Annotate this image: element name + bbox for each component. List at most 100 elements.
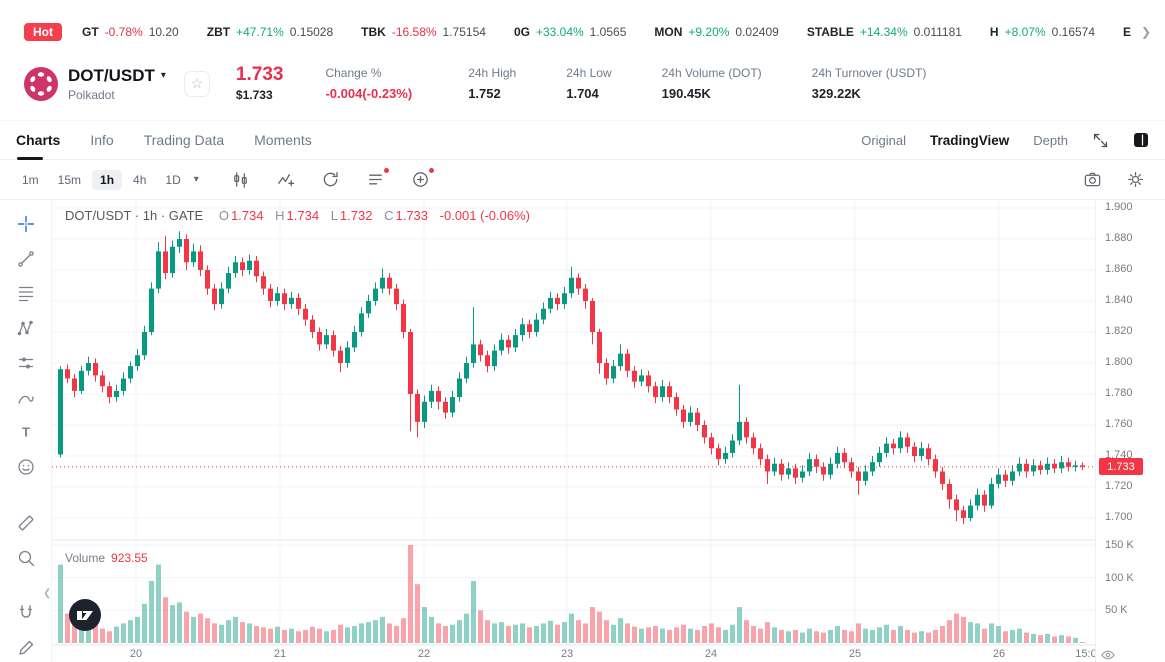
fib-retracement-tool-icon[interactable] bbox=[12, 280, 40, 308]
price-axis-label: 1.840 bbox=[1105, 294, 1133, 306]
pair-name: DOT/USDT bbox=[68, 65, 155, 85]
ticker-item-ZBT[interactable]: ZBT +47.71% 0.15028 bbox=[206, 24, 334, 39]
legend-close-label: C bbox=[384, 208, 394, 223]
interval-dropdown-caret-icon[interactable]: ▾ bbox=[193, 174, 199, 185]
ticker-list: GT -0.78% 10.20 ZBT +47.71% 0.15028 TBK -16.58%… bbox=[82, 25, 1131, 39]
ticker-item-ENSO[interactable]: ENSO+14.77%0.7909 bbox=[1123, 24, 1131, 39]
legend-high-value: 1.734 bbox=[286, 208, 320, 223]
svg-text:T: T bbox=[22, 425, 30, 440]
header-stat-0: 24h High 1.752 bbox=[468, 66, 517, 101]
price-axis-label: 1.860 bbox=[1105, 263, 1133, 275]
ruler-tool-icon[interactable] bbox=[12, 509, 40, 537]
tab-trading-data[interactable]: Trading Data bbox=[143, 132, 225, 148]
fullscreen-expand-icon[interactable] bbox=[1092, 132, 1109, 149]
chart-canvas[interactable]: 20 21 22 23 24 25 26 15:0 bbox=[52, 200, 1095, 662]
ticker-item-0G[interactable]: 0G +33.04% 1.0565 bbox=[513, 24, 627, 39]
usd-price: $1.733 bbox=[235, 88, 273, 103]
horizontal-levels-tool-icon[interactable] bbox=[12, 349, 40, 377]
legend-change-value: -0.001 (-0.06%) bbox=[439, 208, 530, 223]
xabcd-pattern-tool-icon[interactable] bbox=[12, 314, 40, 342]
legend-close-value: 1.733 bbox=[395, 208, 429, 223]
favorite-button[interactable]: ☆ bbox=[183, 70, 210, 97]
time-axis-label: 15:0 bbox=[1075, 648, 1095, 660]
price-axis-label: 1.780 bbox=[1105, 387, 1133, 399]
tab-moments[interactable]: Moments bbox=[254, 132, 312, 148]
chevron-down-icon: ▾ bbox=[160, 70, 166, 81]
price-axis-label: 1.740 bbox=[1105, 449, 1133, 461]
layout-grid-icon[interactable] bbox=[1133, 132, 1149, 148]
templates-icon[interactable] bbox=[366, 168, 389, 189]
toolbar-right-group bbox=[1083, 170, 1151, 189]
star-icon: ☆ bbox=[190, 75, 204, 91]
settings-gear-icon[interactable] bbox=[1126, 170, 1145, 189]
hot-badge[interactable]: Hot bbox=[24, 22, 62, 41]
interval-1h[interactable]: 1h bbox=[92, 169, 123, 190]
time-axis-label: 26 bbox=[993, 648, 1005, 660]
legend-title: DOT/USDT · 1h · GATE bbox=[65, 208, 204, 223]
header-stats: 24h High 1.752 24h Low 1.704 24h Volume (DOT… bbox=[468, 66, 926, 101]
tabs-row: Charts Info Trading Data Moments Origina… bbox=[0, 120, 1165, 160]
view-original[interactable]: Original bbox=[861, 132, 907, 148]
price-axis[interactable]: 1.733 1.900 1.880 1.860 1.840 1.820 1.800 1.78… bbox=[1095, 200, 1165, 662]
tab-info[interactable]: Info bbox=[90, 132, 114, 148]
volume-label: Volume bbox=[65, 551, 106, 565]
pair-header: DOT/USDT ▾ Polkadot ☆ 1.733 $1.733 Chang… bbox=[0, 47, 1165, 120]
brush-curve-tool-icon[interactable] bbox=[12, 384, 40, 412]
tradingview-watermark-icon[interactable] bbox=[68, 598, 102, 632]
view-tradingview[interactable]: TradingView bbox=[930, 132, 1010, 148]
price-axis-label: 1.720 bbox=[1105, 480, 1133, 492]
header-stat-2: 24h Volume (DOT) 190.45K bbox=[661, 66, 762, 101]
price-axis-label: 1.880 bbox=[1105, 232, 1133, 244]
volume-axis-label: 150 K bbox=[1105, 539, 1134, 551]
ticker-item-H[interactable]: H +8.07% 0.16574 bbox=[989, 24, 1096, 39]
volume-axis-label: 50 K bbox=[1105, 604, 1128, 617]
interval-4h[interactable]: 4h bbox=[133, 172, 147, 187]
magnet-tool-icon[interactable] bbox=[12, 600, 40, 628]
tab-charts[interactable]: Charts bbox=[16, 132, 61, 160]
coin-fullname: Polkadot bbox=[68, 87, 115, 102]
volume-value: 923.55 bbox=[111, 551, 148, 565]
ohlc-legend: DOT/USDT · 1h · GATE O 1.734 H 1.734 L 1.73… bbox=[65, 208, 530, 223]
drawing-tools-panel: T bbox=[0, 200, 52, 662]
camera-icon[interactable] bbox=[1083, 170, 1102, 189]
time-axis-label: 22 bbox=[418, 648, 430, 660]
header-stat-1: 24h Low 1.704 bbox=[566, 66, 612, 101]
ticker-item-TBK[interactable]: TBK -16.58% 1.75154 bbox=[361, 24, 486, 39]
price-axis-label: 1.800 bbox=[1105, 356, 1133, 368]
chart-toolbar: 1m 15m 1h 4h 1D ▾ bbox=[0, 160, 1165, 200]
text-tool-icon[interactable]: T bbox=[12, 419, 40, 447]
time-axis-label: 23 bbox=[561, 648, 573, 660]
trend-line-tool-icon[interactable] bbox=[12, 245, 40, 273]
interval-1m[interactable]: 1m bbox=[22, 172, 39, 187]
indicators-icon[interactable] bbox=[276, 170, 295, 189]
pair-block: DOT/USDT ▾ Polkadot bbox=[68, 66, 166, 102]
legend-low-label: L bbox=[330, 208, 338, 223]
volume-axis-label: 100 K bbox=[1105, 571, 1134, 584]
chevron-right-icon[interactable]: ❯ bbox=[1140, 24, 1151, 39]
interval-1d[interactable]: 1D bbox=[165, 172, 181, 187]
interval-15m[interactable]: 15m bbox=[57, 172, 82, 187]
chart-region: 20 21 22 23 24 25 26 15:0 DOT/USDT · 1h · GATE … bbox=[52, 200, 1165, 662]
price-axis-label: 1.700 bbox=[1105, 511, 1133, 523]
ticker-item-STABLE[interactable]: STABLE +14.34% 0.011181 bbox=[806, 24, 962, 39]
legend-open-label: O bbox=[218, 208, 229, 223]
collapse-tools-icon[interactable]: ❮ bbox=[43, 588, 52, 599]
notification-dot bbox=[428, 168, 434, 173]
ticker-item-MON[interactable]: MON +9.20% 0.02409 bbox=[654, 24, 779, 39]
zoom-tool-icon[interactable] bbox=[12, 544, 40, 572]
view-depth[interactable]: Depth bbox=[1033, 132, 1068, 148]
add-indicator-icon[interactable] bbox=[411, 168, 434, 189]
candle-style-icon[interactable] bbox=[231, 170, 250, 189]
eye-icon[interactable] bbox=[1100, 647, 1116, 662]
crosshair-tool-icon[interactable] bbox=[12, 210, 40, 238]
pair-selector[interactable]: DOT/USDT ▾ bbox=[68, 66, 166, 86]
ticker-item-GT[interactable]: GT -0.78% 10.20 bbox=[82, 24, 179, 39]
pencil-edit-tool-icon[interactable] bbox=[12, 634, 40, 662]
ticker-bar: Hot GT -0.78% 10.20 ZBT +47.71% 0.15028 TBK -16… bbox=[0, 0, 1165, 47]
header-stat-3: 24h Turnover (USDT) 329.22K bbox=[811, 66, 927, 101]
last-price: 1.733 bbox=[235, 63, 284, 85]
change-block: Change % -0.004(-0.23%) bbox=[325, 66, 412, 101]
emoji-tool-icon[interactable] bbox=[12, 453, 40, 481]
refresh-icon[interactable] bbox=[321, 170, 340, 189]
